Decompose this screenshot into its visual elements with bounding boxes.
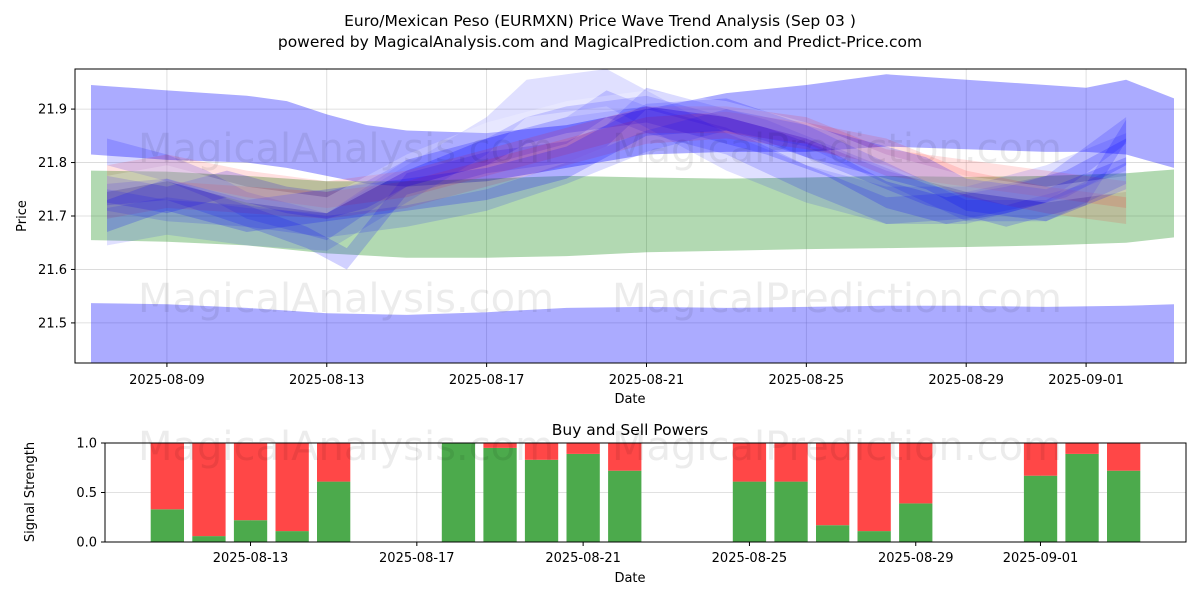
buy-bar	[732, 481, 767, 542]
top-x-tick-label: 2025-08-13	[289, 373, 365, 388]
top-x-ticks: 2025-08-09 2025-08-13 2025-08-17 2025-08-21…	[129, 363, 1124, 388]
buy-bar	[483, 447, 517, 542]
sell-bar	[233, 443, 268, 521]
sell-bar	[816, 443, 850, 526]
watermark-magicalanalysis-top-2: MagicalAnalysis.com	[138, 276, 554, 322]
top-y-tick-label: 21.9	[38, 103, 67, 118]
top-y-tick-label: 21.7	[38, 210, 67, 225]
top-y-tick-label: 21.5	[38, 316, 67, 331]
buy-bar	[1107, 470, 1141, 542]
sell-bar	[317, 443, 351, 482]
buy-bar	[524, 459, 559, 542]
bottom-y-tick-label: 0.0	[76, 536, 97, 551]
buy-bar	[816, 525, 850, 542]
sell-bar	[732, 443, 767, 482]
buy-bar	[317, 481, 351, 542]
buy-bar	[857, 531, 891, 542]
sell-bar	[524, 443, 559, 460]
wave-series-6	[107, 69, 1127, 251]
buy-bar	[899, 503, 933, 542]
top-x-tick-label: 2025-08-29	[928, 373, 1004, 388]
chart-title-line1: Euro/Mexican Peso (EURMXN) Price Wave Tr…	[344, 12, 856, 30]
wave-bands	[91, 74, 1174, 363]
bottom-y-axis-label: Signal Strength	[23, 442, 38, 542]
wave-series-5	[107, 98, 1127, 233]
price-wave-chart: MagicalAnalysis.com MagicalPrediction.co…	[15, 68, 1187, 407]
buy-bar	[1023, 475, 1058, 542]
sell-bar	[1107, 443, 1141, 471]
top-y-tick-label: 21.6	[38, 263, 67, 278]
sell-bar	[1023, 443, 1058, 476]
top-x-tick-label: 2025-08-09	[129, 373, 205, 388]
sell-bar	[608, 443, 642, 471]
bottom-x-tick-label: 2025-08-17	[379, 551, 455, 566]
watermark-magicalprediction-top-1: MagicalPrediction.com	[612, 126, 1062, 172]
bottom-x-tick-label: 2025-09-01	[1003, 551, 1079, 566]
wave-lines	[107, 69, 1127, 270]
sell-bar	[774, 443, 808, 482]
wave-band-1	[91, 169, 1174, 258]
watermark-magicalanalysis-top-1: MagicalAnalysis.com	[138, 126, 554, 172]
buy-bar	[566, 453, 600, 542]
watermark-magicalanalysis-bottom: MagicalAnalysis.com	[138, 424, 554, 470]
bottom-x-tick-label: 2025-08-21	[545, 551, 621, 566]
wave-series-2	[107, 87, 1127, 270]
bottom-x-tick-label: 2025-08-29	[878, 551, 954, 566]
top-x-tick-label: 2025-08-21	[609, 373, 685, 388]
sell-bar	[275, 443, 309, 532]
top-y-axis-label: Price	[15, 200, 30, 232]
bottom-watermark: MagicalAnalysis.com MagicalPrediction.co…	[138, 424, 1062, 470]
sell-bar	[899, 443, 933, 504]
watermark-magicalprediction-top-2: MagicalPrediction.com	[612, 276, 1062, 322]
chart-title-line2: powered by MagicalAnalysis.com and Magic…	[278, 33, 922, 51]
bottom-y-tick-label: 0.5	[76, 486, 97, 501]
buy-bar	[233, 520, 268, 542]
bottom-x-tick-label: 2025-08-25	[712, 551, 788, 566]
sell-bar	[566, 443, 600, 454]
buy-bar	[1065, 453, 1099, 542]
buy-bar	[774, 481, 808, 542]
bottom-x-axis-label: Date	[614, 571, 645, 586]
top-x-tick-label: 2025-08-25	[769, 373, 845, 388]
top-watermark: MagicalAnalysis.com MagicalPrediction.co…	[138, 126, 1062, 322]
top-x-tick-label: 2025-08-17	[449, 373, 525, 388]
bottom-x-ticks: 2025-08-13 2025-08-17 2025-08-21 2025-08-25…	[213, 542, 1079, 566]
bottom-y-tick-label: 1.0	[76, 437, 97, 452]
wave-series-0	[107, 95, 1127, 224]
watermark-magicalprediction-bottom: MagicalPrediction.com	[612, 424, 1062, 470]
top-x-tick-label: 2025-09-01	[1048, 373, 1124, 388]
wave-series-1	[107, 90, 1127, 241]
buy-bar	[441, 443, 476, 542]
sell-bar	[150, 443, 184, 510]
top-grid	[75, 69, 1186, 363]
buy-bar	[192, 536, 226, 542]
wave-band-0	[91, 74, 1174, 187]
buy-bar	[608, 470, 642, 542]
wave-band-2	[91, 303, 1174, 363]
buy-bar	[275, 531, 309, 542]
sell-bar	[1065, 443, 1099, 454]
sell-bar	[857, 443, 891, 532]
buy-sell-power-chart: Buy and Sell Powers MagicalAnalysis.com …	[23, 421, 1187, 586]
top-x-axis-label: Date	[614, 392, 645, 407]
buy-bar	[150, 509, 184, 542]
signal-bars	[150, 443, 1141, 542]
bottom-y-ticks: 0.0 0.5 1.0	[76, 437, 105, 551]
sell-bar	[483, 443, 517, 448]
wave-series-7	[107, 90, 1127, 214]
bottom-chart-title: Buy and Sell Powers	[552, 421, 709, 439]
wave-series-3	[107, 106, 1127, 208]
top-y-tick-label: 21.8	[38, 156, 67, 171]
bottom-x-tick-label: 2025-08-13	[213, 551, 289, 566]
wave-series-4	[107, 111, 1127, 224]
top-y-ticks: 21.5 21.6 21.7 21.8 21.9	[38, 103, 75, 331]
sell-bar	[192, 443, 226, 537]
